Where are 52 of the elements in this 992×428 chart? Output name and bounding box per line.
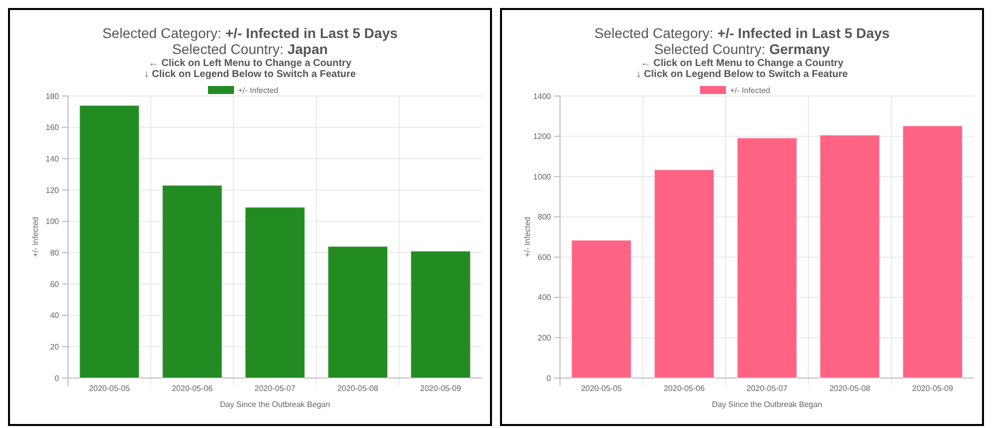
y-tick-label: 800 [538, 212, 552, 222]
chart-title: Selected Category: +/- Infected in Last 5 Days [594, 25, 890, 41]
x-tick-label: 2020-05-05 [88, 384, 130, 393]
chart-subtitle: Selected Country: Germany [654, 41, 830, 57]
bar [327, 246, 388, 378]
y-axis-title: +/- Infected [31, 216, 40, 258]
y-tick-label: 160 [46, 123, 60, 132]
x-tick-label: 2020-05-07 [746, 384, 788, 393]
bar [162, 184, 223, 378]
bar [410, 250, 471, 378]
bar [244, 206, 306, 378]
x-tick-label: 2020-05-05 [580, 384, 622, 393]
y-tick-label: 20 [50, 342, 60, 352]
y-tick-label: 1000 [533, 172, 552, 182]
x-axis-title: Day Since the Outbreak Began [712, 400, 822, 409]
y-tick-label: 0 [546, 374, 552, 383]
y-tick-label: 40 [50, 311, 60, 320]
y-tick-label: 80 [50, 248, 60, 258]
x-axis-title: Day Since the Outbreak Began [220, 400, 330, 409]
text: ← Click on Left Menu to Change a Country [148, 58, 352, 69]
y-tick-label: 180 [46, 92, 60, 101]
bar [736, 137, 798, 378]
y-tick-label: 120 [46, 186, 60, 195]
x-tick-label: 2020-05-06 [664, 384, 706, 393]
y-tick-label: 1400 [533, 92, 552, 101]
bar [654, 169, 715, 378]
y-tick-label: 200 [538, 334, 552, 343]
x-tick-label: 2020-05-08 [337, 384, 379, 393]
x-tick-label: 2020-05-06 [172, 384, 214, 393]
x-tick-label: 2020-05-07 [254, 384, 296, 393]
bar [79, 104, 140, 378]
y-tick-label: 100 [46, 217, 60, 226]
y-axis-title: +/- Infected [523, 216, 532, 258]
x-tick-label: 2020-05-08 [829, 384, 871, 393]
legend-label: +/- Infected [238, 86, 278, 95]
x-tick-label: 2020-05-09 [420, 384, 462, 393]
bar [819, 134, 880, 378]
y-tick-label: 600 [538, 252, 552, 262]
text: ↓ Click on Legend Below to Switch a Feature [144, 69, 356, 80]
chart-title: Selected Category: +/- Infected in Last 5 Days [102, 25, 398, 41]
text: ← Click on Left Menu to Change a Country [640, 58, 844, 69]
text: ↓ Click on Legend Below to Switch a Feature [636, 69, 848, 80]
bar [571, 240, 632, 378]
y-tick-label: 1200 [533, 132, 552, 142]
y-tick-label: 140 [46, 154, 60, 164]
chart-subtitle: Selected Country: Japan [172, 41, 328, 57]
y-tick-label: 60 [50, 280, 60, 289]
y-tick-label: 0 [54, 374, 60, 383]
x-tick-label: 2020-05-09 [912, 384, 954, 393]
bar [902, 125, 963, 378]
y-tick-label: 400 [538, 293, 552, 302]
text: +/- Infected [730, 86, 770, 95]
